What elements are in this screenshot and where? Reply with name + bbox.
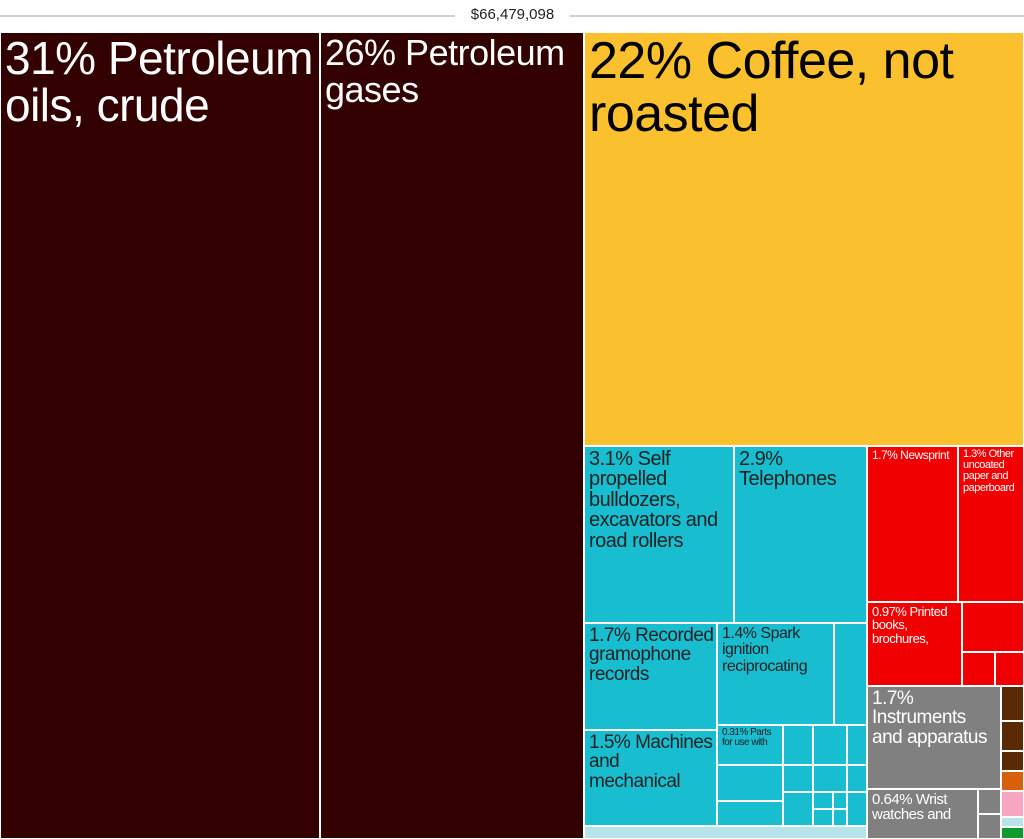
treemap-tile-small bbox=[813, 725, 847, 765]
treemap-tile-small bbox=[717, 801, 783, 826]
treemap-tile-small bbox=[834, 623, 867, 725]
treemap-tile-small bbox=[978, 814, 1001, 839]
treemap-tile-label: 0.97% Printed books, brochures, bbox=[872, 604, 948, 646]
treemap-tile: 1.5% Machines and mechanical bbox=[584, 730, 717, 826]
treemap-tile-label: 1.7% Recorded gramophone records bbox=[589, 625, 714, 685]
treemap-tile-label: 22% Coffee, not roasted bbox=[589, 32, 954, 144]
treemap-tile-label: 1.3% Other uncoated paper and paperboard bbox=[963, 448, 1015, 494]
treemap-tile-small bbox=[1001, 751, 1024, 771]
treemap-tile-small bbox=[962, 652, 995, 686]
total-value: $66,479,098 bbox=[455, 6, 570, 23]
treemap-tile: 2.9% Telephones bbox=[734, 446, 867, 623]
treemap-tile-small bbox=[962, 602, 1024, 652]
treemap-tile-label: 1.4% Spark ignition reciprocating bbox=[722, 625, 808, 675]
total-line-right bbox=[570, 15, 1024, 17]
treemap-tile-label: 1.7% Newsprint bbox=[872, 448, 950, 462]
treemap-tile-label: 26% Petroleum gases bbox=[325, 32, 565, 110]
treemap-tile-label: 0.31% Parts for use with bbox=[722, 727, 771, 749]
treemap-tile: 31% Petroleum oils, crude bbox=[0, 32, 320, 839]
treemap-tile-small bbox=[1001, 827, 1024, 839]
treemap-tile: 0.31% Parts for use with bbox=[717, 725, 783, 765]
treemap-tile-small bbox=[1001, 686, 1024, 721]
treemap-tile-small bbox=[813, 792, 833, 809]
treemap-tile: 1.3% Other uncoated paper and paperboard bbox=[958, 446, 1024, 602]
treemap-tile-label: 31% Petroleum oils, crude bbox=[5, 32, 314, 131]
treemap-tile: 26% Petroleum gases bbox=[320, 32, 584, 839]
treemap-tile-small bbox=[783, 725, 813, 765]
treemap-tile-small bbox=[1001, 721, 1024, 751]
treemap-tile-small bbox=[783, 765, 813, 792]
treemap-tile-label: 1.5% Machines and mechanical bbox=[589, 732, 713, 792]
treemap-tile-small bbox=[833, 809, 847, 826]
treemap-tile-label: 2.9% Telephones bbox=[739, 448, 837, 491]
total-line-left bbox=[0, 15, 455, 17]
treemap-tile-small bbox=[833, 792, 847, 809]
treemap-tile: 0.97% Printed books, brochures, bbox=[867, 602, 962, 686]
treemap-tile-small bbox=[717, 765, 783, 801]
treemap-tile-small bbox=[584, 826, 867, 839]
treemap-tile-small bbox=[813, 809, 833, 826]
treemap-tile: 1.7% Newsprint bbox=[867, 446, 958, 602]
treemap-tile-label: 3.1% Self propelled bulldozers, excavato… bbox=[589, 448, 718, 552]
treemap-tile-small bbox=[847, 765, 867, 792]
treemap-tile-small bbox=[783, 792, 813, 826]
treemap-tile: 1.4% Spark ignition reciprocating bbox=[717, 623, 834, 725]
treemap-tile-small bbox=[978, 789, 1001, 814]
treemap-tile-small bbox=[995, 652, 1024, 686]
treemap-tile-small bbox=[813, 765, 847, 792]
treemap-tile: 1.7% Recorded gramophone records bbox=[584, 623, 717, 730]
treemap-tile-small bbox=[847, 792, 867, 826]
treemap-tile-small bbox=[847, 725, 867, 765]
treemap-tile-small bbox=[1001, 817, 1024, 827]
treemap-tile-label: 0.64% Wrist watches and bbox=[872, 791, 951, 824]
treemap-tile-small bbox=[1001, 791, 1024, 817]
treemap-tile: 3.1% Self propelled bulldozers, excavato… bbox=[584, 446, 734, 623]
treemap-tile: 1.7% Instruments and apparatus bbox=[867, 686, 1001, 789]
treemap-tile-label: 1.7% Instruments and apparatus bbox=[872, 688, 988, 748]
treemap-tile: 22% Coffee, not roasted bbox=[584, 32, 1024, 446]
treemap-tile-small bbox=[1001, 771, 1024, 791]
treemap-tile: 0.64% Wrist watches and bbox=[867, 789, 978, 839]
